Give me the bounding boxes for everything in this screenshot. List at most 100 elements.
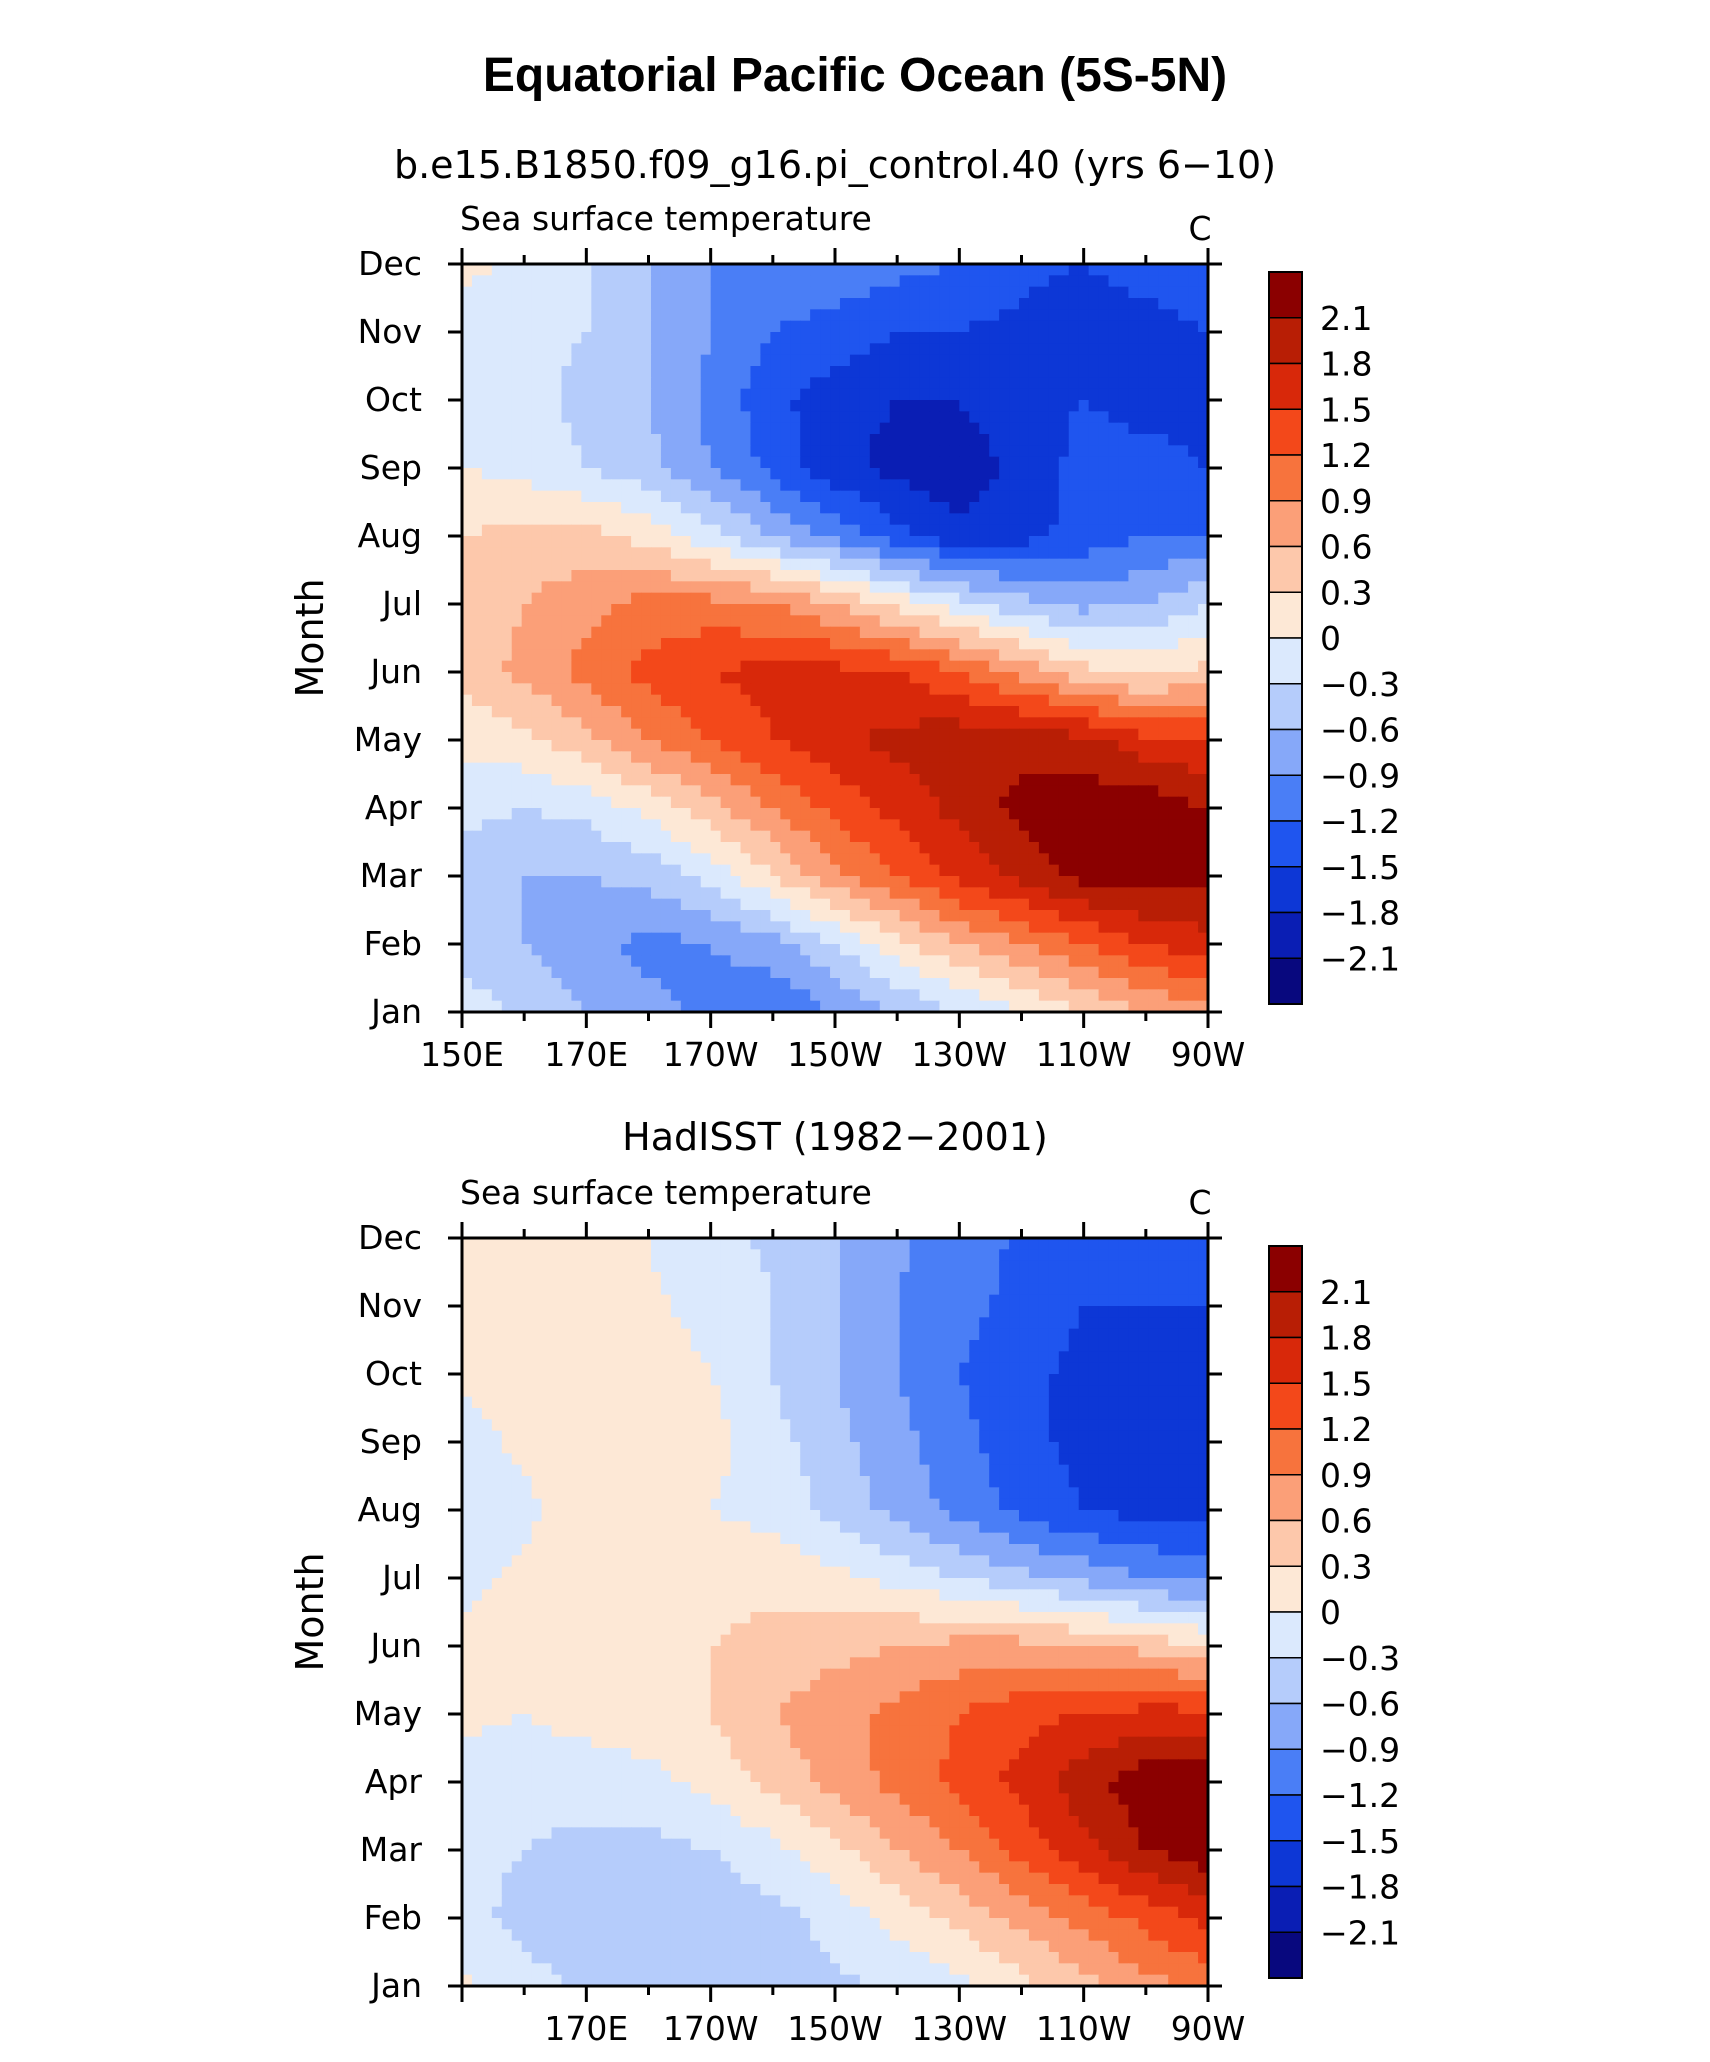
heatmap-cell bbox=[471, 1000, 483, 1012]
heatmap-cell bbox=[919, 740, 931, 752]
heatmap-cell bbox=[1188, 536, 1199, 548]
heatmap-cell bbox=[611, 706, 622, 718]
heatmap-cell bbox=[720, 944, 732, 956]
heatmap-cell bbox=[1019, 966, 1030, 979]
heatmap-cell bbox=[730, 921, 742, 934]
heatmap-cell bbox=[810, 309, 821, 322]
heatmap-cell bbox=[611, 842, 622, 854]
heatmap-cell bbox=[471, 354, 483, 367]
heatmap-cell bbox=[750, 762, 761, 775]
heatmap-cell bbox=[1028, 706, 1040, 718]
heatmap-cell bbox=[1048, 672, 1060, 684]
heatmap-cell bbox=[969, 592, 980, 605]
heatmap-cell bbox=[1009, 740, 1020, 752]
heatmap-cell bbox=[720, 660, 732, 673]
heatmap-cell bbox=[581, 853, 592, 866]
heatmap-cell bbox=[959, 774, 970, 786]
heatmap-cell bbox=[650, 388, 662, 401]
heatmap-cell bbox=[720, 876, 732, 888]
heatmap-cell bbox=[989, 615, 1000, 628]
heatmap-cell bbox=[800, 978, 811, 990]
heatmap-cell bbox=[1058, 547, 1070, 560]
heatmap-cell bbox=[611, 547, 622, 560]
heatmap-cell bbox=[949, 910, 960, 922]
heatmap-cell bbox=[1009, 479, 1020, 492]
heatmap-cell bbox=[471, 400, 483, 412]
heatmap-cell bbox=[849, 275, 861, 288]
heatmap-cell bbox=[830, 774, 841, 786]
heatmap-cell bbox=[1168, 966, 1179, 979]
heatmap-cell bbox=[849, 604, 861, 616]
heatmap-cell bbox=[720, 479, 732, 492]
heatmap-cell bbox=[750, 706, 761, 718]
heatmap-cell bbox=[770, 683, 781, 696]
heatmap-cell bbox=[650, 944, 662, 956]
heatmap-cell bbox=[501, 728, 513, 741]
heatmap-cell bbox=[939, 638, 950, 650]
heatmap-cell bbox=[730, 1000, 742, 1012]
heatmap-cell bbox=[1168, 343, 1179, 356]
heatmap-cell bbox=[690, 842, 702, 854]
heatmap-cell bbox=[1098, 570, 1110, 582]
heatmap-cell bbox=[1078, 343, 1090, 356]
heatmap-cell bbox=[1168, 388, 1179, 401]
heatmap-cell bbox=[551, 400, 563, 412]
heatmap-cell bbox=[1108, 728, 1120, 741]
heatmap-cell bbox=[710, 740, 722, 752]
heatmap-cell bbox=[561, 343, 573, 356]
panel-model: b.e15.B1850.f09_g16.pi_control.40 (yrs 6… bbox=[288, 143, 1400, 1074]
heatmap-cell bbox=[611, 456, 622, 469]
heatmap-cell bbox=[770, 490, 781, 503]
heatmap-cell bbox=[1019, 513, 1030, 526]
heatmap-cell bbox=[1038, 581, 1050, 594]
heatmap-cell bbox=[1148, 286, 1159, 299]
heatmap-cell bbox=[989, 275, 1000, 288]
heatmap-cell bbox=[949, 672, 960, 684]
heatmap-cell bbox=[611, 332, 622, 344]
heatmap-cell bbox=[1148, 796, 1159, 809]
heatmap-cell bbox=[740, 332, 752, 344]
heatmap-cell bbox=[1168, 445, 1179, 458]
heatmap-cell bbox=[1038, 411, 1050, 424]
heatmap-cell bbox=[601, 524, 612, 537]
heatmap-cell bbox=[521, 910, 533, 922]
heatmap-cell bbox=[1078, 298, 1090, 310]
heatmap-cell bbox=[760, 468, 771, 480]
heatmap-cell bbox=[979, 456, 990, 469]
heatmap-cell bbox=[1178, 660, 1189, 673]
heatmap-cell bbox=[660, 785, 672, 798]
heatmap-cell bbox=[591, 264, 602, 276]
heatmap-cell bbox=[859, 910, 871, 922]
heatmap-cell bbox=[889, 740, 901, 752]
heatmap-cell bbox=[790, 581, 801, 594]
heatmap-cell bbox=[551, 445, 563, 458]
heatmap-cell bbox=[979, 286, 990, 299]
heatmap-cell bbox=[631, 604, 642, 616]
heatmap-cell bbox=[1138, 536, 1149, 548]
heatmap-cell bbox=[462, 422, 473, 435]
heatmap-cell bbox=[1128, 626, 1139, 639]
heatmap-cell bbox=[730, 898, 742, 911]
heatmap-cell bbox=[820, 842, 831, 854]
heatmap-cell bbox=[481, 853, 493, 866]
heatmap-cell bbox=[660, 683, 672, 696]
heatmap-cell bbox=[641, 615, 652, 628]
heatmap-cell bbox=[1178, 536, 1189, 548]
heatmap-cell bbox=[551, 592, 563, 605]
heatmap-cell bbox=[581, 819, 592, 832]
heatmap-cell bbox=[899, 547, 911, 560]
heatmap-cell bbox=[1009, 388, 1020, 401]
heatmap-cell bbox=[1038, 434, 1050, 446]
heatmap-cell bbox=[899, 785, 911, 798]
heatmap-cell bbox=[1088, 320, 1100, 333]
heatmap-cell bbox=[949, 468, 960, 480]
heatmap-cell bbox=[631, 400, 642, 412]
heatmap-cell bbox=[740, 694, 752, 707]
heatmap-cell bbox=[879, 309, 891, 322]
heatmap-cell bbox=[1028, 1000, 1040, 1012]
heatmap-cell bbox=[750, 672, 761, 684]
heatmap-cell bbox=[949, 887, 960, 900]
heatmap-cell bbox=[929, 989, 941, 1002]
heatmap-cell bbox=[471, 570, 483, 582]
heatmap-cell bbox=[471, 910, 483, 922]
